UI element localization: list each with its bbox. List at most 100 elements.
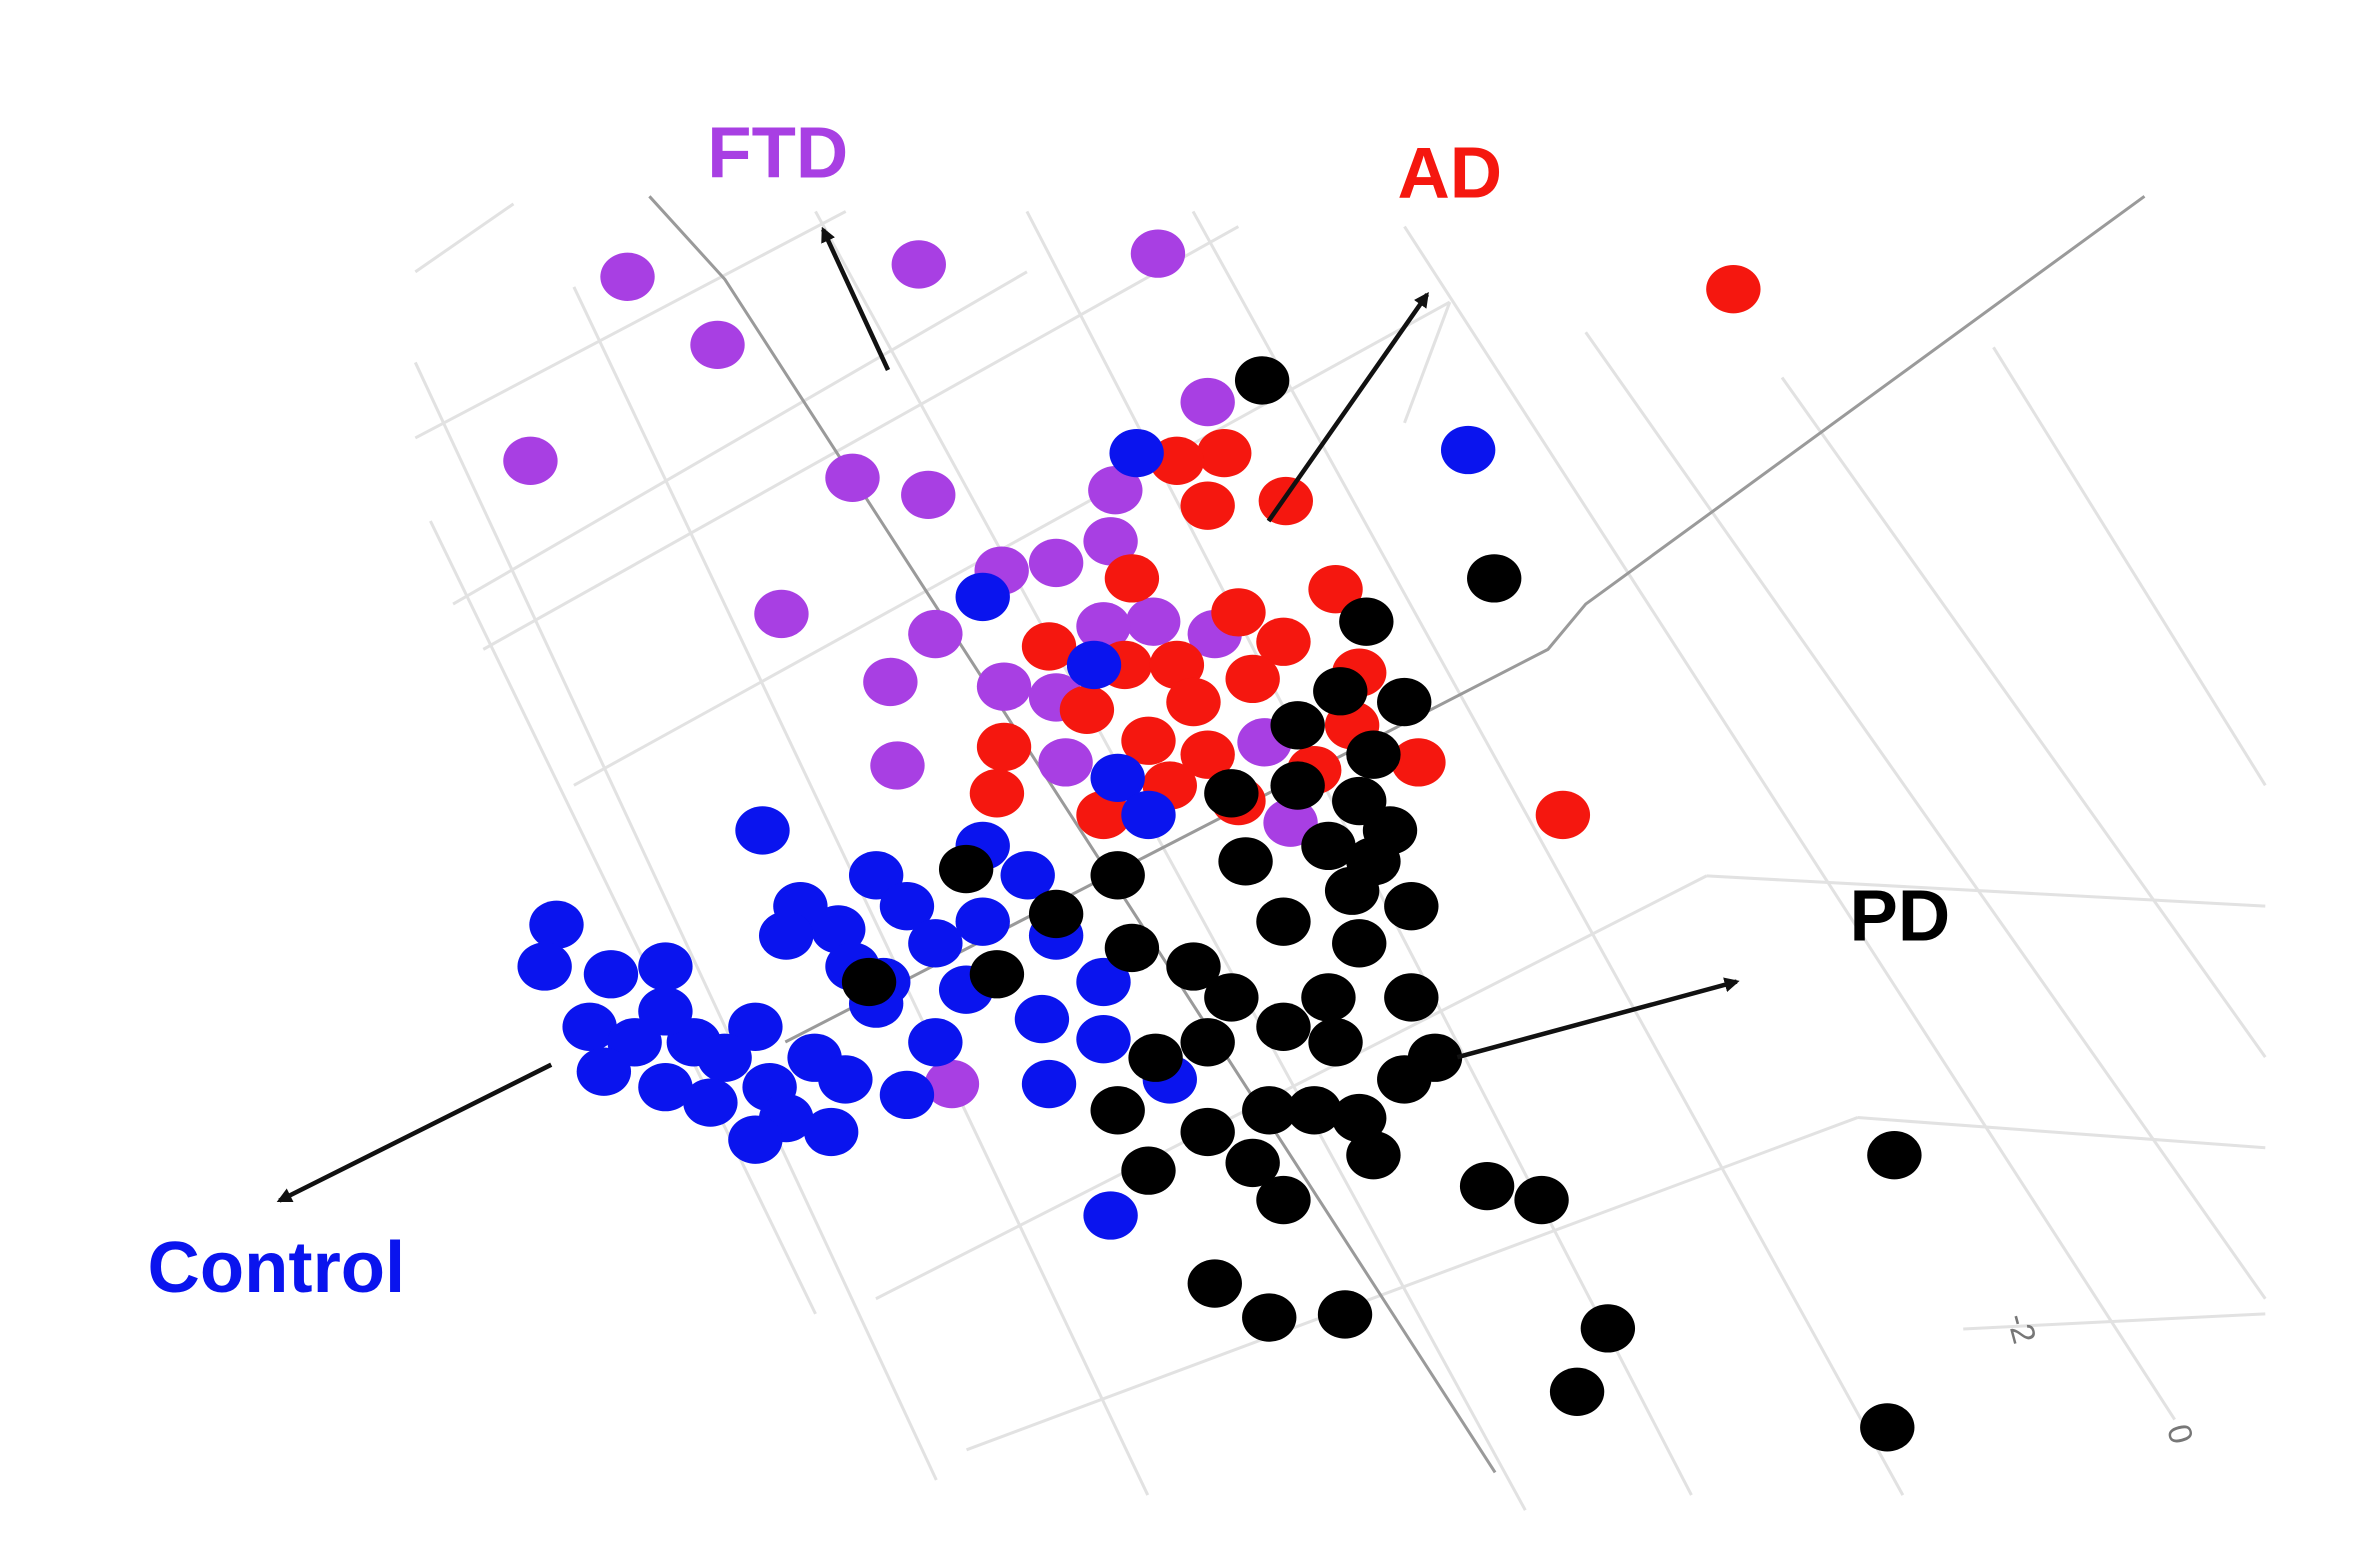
point [1121,790,1176,840]
point [1535,790,1591,840]
arrow [276,1062,553,1203]
point [863,657,918,707]
axis-line [648,195,1497,1474]
point [583,950,639,999]
point [908,1018,963,1067]
point [938,844,994,894]
point [1287,1086,1342,1135]
point [1204,973,1259,1022]
point [811,905,866,954]
arrow [821,226,891,371]
series-label: AD [1397,132,1502,213]
point [529,900,584,949]
series-label: PD [1849,875,1950,956]
point [562,1002,617,1051]
grid [413,202,2267,1511]
series-label: FTD [707,113,848,194]
point [1121,1146,1176,1195]
point [1204,769,1259,818]
point [1225,1138,1280,1188]
z-tick-label: -2 [1999,1309,2042,1347]
point [1166,677,1221,727]
point [1384,973,1439,1022]
point [1180,481,1235,530]
point [1377,1055,1432,1104]
point [1083,1191,1138,1240]
point [1021,622,1077,671]
point [1706,265,1761,314]
point [1088,466,1143,515]
point [1180,1107,1235,1157]
point [908,609,963,659]
point [1459,1161,1515,1211]
point [976,662,1032,711]
arrow [1456,977,1740,1060]
point [697,1033,752,1082]
point [1126,597,1181,646]
point [735,806,790,855]
point [1860,1403,1915,1452]
point [803,1107,859,1157]
point [1014,994,1070,1044]
point [1549,1367,1605,1416]
point [503,436,558,485]
point [758,911,814,960]
point [1242,1086,1297,1135]
point [1440,425,1496,475]
point [638,942,693,991]
point [955,572,1010,622]
point [1180,730,1235,779]
point [1104,923,1160,973]
axis-line [784,195,2146,1044]
point [1090,851,1145,900]
point [1180,1018,1235,1067]
point [1180,377,1235,427]
point [1225,654,1280,704]
point [1166,942,1221,991]
point [1028,889,1084,939]
point [1076,957,1131,1007]
point [1308,1018,1363,1067]
point [1377,677,1432,727]
point [1121,716,1176,765]
point [1090,753,1145,803]
point [908,919,963,968]
point [1149,640,1205,690]
point [1059,685,1115,734]
point [600,252,655,301]
point [891,240,946,289]
point [1130,229,1186,278]
point [1346,837,1401,886]
point [1021,1059,1077,1109]
point [1187,1259,1242,1308]
z-tick-label: 0 [2159,1421,2200,1448]
point [818,1055,873,1104]
point [1083,517,1138,566]
point [1332,919,1387,968]
point [870,741,925,790]
point [1339,597,1394,646]
point [683,1078,738,1127]
point [1028,538,1084,588]
point [1308,565,1363,614]
point [1076,790,1131,840]
point [1256,1002,1311,1051]
arrow [1266,292,1429,523]
point [1263,798,1318,847]
point [1384,882,1439,931]
point [1270,701,1325,750]
points [503,229,1922,1452]
series-label: Control [148,1227,406,1308]
point [1076,602,1131,651]
point [1090,1086,1145,1135]
point [1256,617,1311,666]
point [1038,738,1093,787]
point [728,1002,783,1051]
point [1104,554,1160,603]
point [825,453,880,503]
point [841,957,897,1007]
point [1256,1175,1311,1225]
point [969,950,1025,999]
point [1270,761,1325,810]
point [1867,1131,1922,1180]
